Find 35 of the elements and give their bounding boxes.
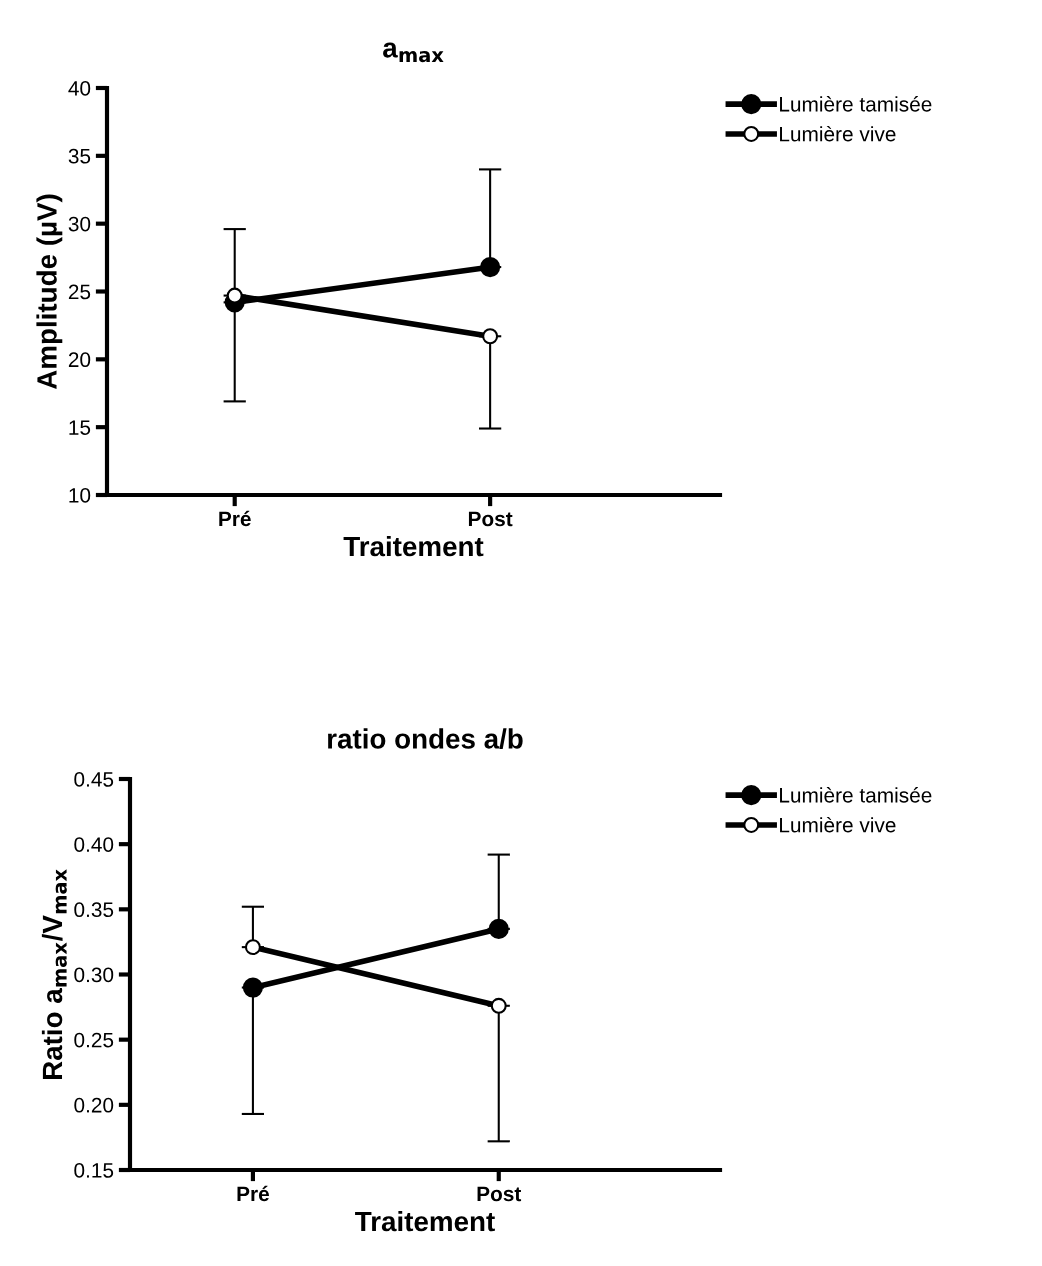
legend-label: Lumière vive [780, 125, 896, 142]
point [490, 997, 507, 1014]
point [244, 939, 261, 956]
x-tick-label: Pré [219, 510, 251, 527]
x-axis-title: Traitement [355, 1210, 495, 1232]
legend-label: Lumière tamisée [780, 96, 932, 112]
y-tick-label: 0.40 [74, 837, 114, 852]
y-tick-label: 0.20 [74, 1097, 114, 1113]
point [242, 977, 263, 998]
y-tick-label: 20 [68, 352, 91, 368]
legend-label: Lumière tamisée [780, 787, 932, 803]
y-tick-label: 35 [68, 148, 91, 164]
x-tick-label: Post [477, 1186, 522, 1202]
y-tick-label: 0.25 [74, 1032, 114, 1048]
y-tick-label: 0.45 [74, 772, 114, 787]
y-axis-title: Amplitude (µV) [36, 194, 63, 390]
y-axis-title: Ratio a$_{max}$/V$_{max}$ [41, 869, 67, 1080]
chart-title: a$_{max}$ [383, 42, 444, 63]
y-tick-label: 0.30 [74, 967, 114, 983]
point [480, 257, 501, 278]
y-tick-label: 40 [68, 81, 91, 96]
x-tick-label: Pré [237, 1185, 269, 1202]
point [226, 287, 243, 304]
chart-title: ratio ondes a/b [328, 728, 523, 749]
y-tick-label: 30 [68, 216, 91, 232]
y-tick-label: 0.15 [74, 1163, 114, 1178]
point [482, 328, 499, 345]
x-tick-label: Post [468, 511, 513, 527]
y-tick-label: 0.35 [74, 902, 114, 918]
legend-label: Lumière vive [780, 816, 896, 833]
y-tick-label: 10 [69, 488, 91, 503]
point [488, 918, 509, 939]
y-tick-label: 25 [68, 284, 91, 300]
y-tick-label: 15 [69, 420, 91, 435]
x-axis-title: Traitement [343, 535, 484, 557]
